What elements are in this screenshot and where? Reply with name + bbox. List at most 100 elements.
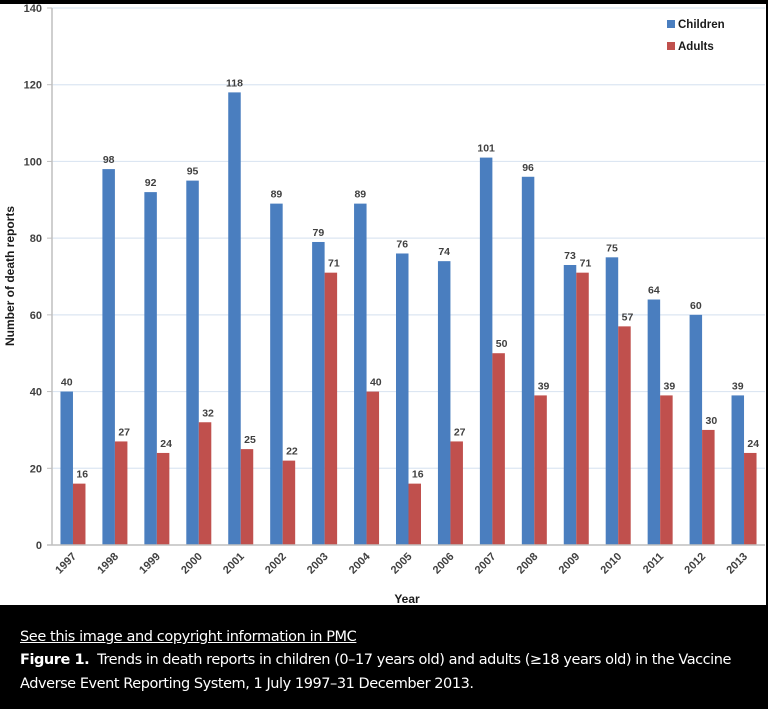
x-tick-label: 2001 <box>221 551 247 577</box>
data-label-children: 95 <box>187 166 199 178</box>
data-label-adults: 57 <box>622 311 634 323</box>
data-label-adults: 16 <box>76 469 88 481</box>
figure-caption: Figure 1. Trends in death reports in chil… <box>20 648 760 696</box>
data-label-children: 98 <box>103 154 115 166</box>
bar-children-2003 <box>312 241 325 545</box>
bar-children-2005 <box>396 253 409 545</box>
x-tick-label: 2010 <box>599 551 625 577</box>
bar-adults-2012 <box>702 429 715 545</box>
data-label-children: 74 <box>438 246 450 258</box>
bars <box>60 92 757 546</box>
y-tick-label: 40 <box>30 387 42 399</box>
bar-children-2001 <box>228 92 241 545</box>
y-tick-label: 100 <box>24 156 42 168</box>
legend-label-children: Children <box>678 19 725 31</box>
data-label-children: 79 <box>313 227 325 239</box>
bar-children-2007 <box>479 157 493 546</box>
x-tick-label: 1997 <box>53 551 79 577</box>
data-label-children: 73 <box>564 250 576 262</box>
data-label-adults: 39 <box>664 380 676 392</box>
bar-adults-2010 <box>618 326 631 545</box>
bar-adults-2009 <box>576 272 589 545</box>
bar-children-2013 <box>731 395 745 545</box>
bar-adults-2005 <box>408 483 421 545</box>
legend-swatch-adults <box>667 42 675 50</box>
x-tick-label: 2000 <box>179 551 205 577</box>
x-tick-label: 2013 <box>724 551 750 577</box>
legend-label-adults: Adults <box>678 41 714 53</box>
bar-adults-2000 <box>198 422 212 545</box>
y-tick-label: 60 <box>30 310 42 322</box>
x-tick-label: 1999 <box>137 551 163 577</box>
data-label-children: 89 <box>354 189 366 201</box>
x-tick-label: 2009 <box>557 551 583 577</box>
figure-caption-block: See this image and copyright information… <box>20 626 760 696</box>
data-label-adults: 25 <box>244 434 256 446</box>
data-label-children: 92 <box>145 177 157 189</box>
data-label-children: 64 <box>648 285 660 297</box>
figure-label: Figure 1. <box>20 652 90 668</box>
data-label-adults: 39 <box>538 380 550 392</box>
legend: Children Adults <box>667 19 725 53</box>
data-label-children: 96 <box>522 162 534 174</box>
data-label-children: 118 <box>226 77 243 89</box>
bar-adults-1999 <box>156 452 170 545</box>
data-label-children: 60 <box>690 300 702 312</box>
bar-chart: 0 20 40 60 80 100 120 140 40 98 92 95 118 89 79 89 76 74… <box>3 4 765 605</box>
data-label-adults: 27 <box>118 426 130 438</box>
data-label-children: 75 <box>606 242 618 254</box>
y-axis-ticks: 0 20 40 60 80 100 120 140 <box>24 4 52 552</box>
figure-caption-text: Trends in death reports in children (0–1… <box>20 652 731 692</box>
data-label-adults: 71 <box>328 258 340 270</box>
bar-children-1997 <box>60 391 73 545</box>
data-label-children: 101 <box>477 143 495 155</box>
data-label-adults: 40 <box>370 377 382 389</box>
bar-adults-2002 <box>282 460 296 545</box>
data-label-adults: 24 <box>747 438 759 450</box>
x-tick-label: 2008 <box>515 551 541 577</box>
y-axis-title: Number of death reports <box>3 206 17 346</box>
x-tick-label: 2006 <box>431 551 457 577</box>
y-tick-label: 0 <box>36 540 42 552</box>
bar-children-2006 <box>437 261 451 545</box>
bar-children-2009 <box>563 264 577 545</box>
y-tick-label: 140 <box>24 4 42 15</box>
chart-panel: 0 20 40 60 80 100 120 140 40 98 92 95 118 89 79 89 76 74… <box>0 4 766 605</box>
y-tick-label: 20 <box>30 463 42 475</box>
x-tick-label: 2004 <box>347 550 373 576</box>
data-label-adults: 27 <box>454 426 466 438</box>
data-label-adults: 16 <box>412 469 424 481</box>
data-labels: 40 98 92 95 118 89 79 89 76 74 101 96 73 75 64 60 39 16 27… <box>61 77 759 480</box>
bar-children-2011 <box>647 299 661 545</box>
bar-adults-2003 <box>324 272 338 545</box>
bar-children-1998 <box>102 169 115 545</box>
y-tick-label: 80 <box>30 233 42 245</box>
data-label-children: 40 <box>61 377 73 389</box>
bar-adults-2008 <box>534 395 547 545</box>
bar-children-2010 <box>605 257 619 545</box>
bar-adults-2013 <box>744 452 757 545</box>
legend-swatch-children <box>667 20 675 28</box>
data-label-children: 76 <box>396 238 408 250</box>
data-label-adults: 22 <box>286 446 298 458</box>
pmc-copyright-link[interactable]: See this image and copyright information… <box>20 629 357 645</box>
data-label-children: 89 <box>271 189 283 201</box>
data-label-adults: 32 <box>202 407 214 419</box>
data-label-children: 39 <box>732 380 744 392</box>
data-label-adults: 71 <box>580 258 592 270</box>
bar-adults-1998 <box>114 441 128 545</box>
x-axis-title: Year <box>394 592 420 605</box>
bar-children-2000 <box>186 180 199 545</box>
bar-adults-1997 <box>72 483 86 545</box>
bar-children-2004 <box>354 203 367 545</box>
x-tick-label: 2007 <box>473 551 499 577</box>
bar-adults-2011 <box>660 395 673 545</box>
x-tick-label: 2012 <box>682 551 708 577</box>
y-tick-label: 120 <box>24 80 42 92</box>
x-tick-label: 2005 <box>389 551 415 577</box>
bar-children-2012 <box>689 314 703 545</box>
bar-children-1999 <box>144 192 157 545</box>
x-tick-label: 2003 <box>305 551 331 577</box>
bar-children-2008 <box>521 176 535 545</box>
bar-adults-2001 <box>240 449 254 545</box>
